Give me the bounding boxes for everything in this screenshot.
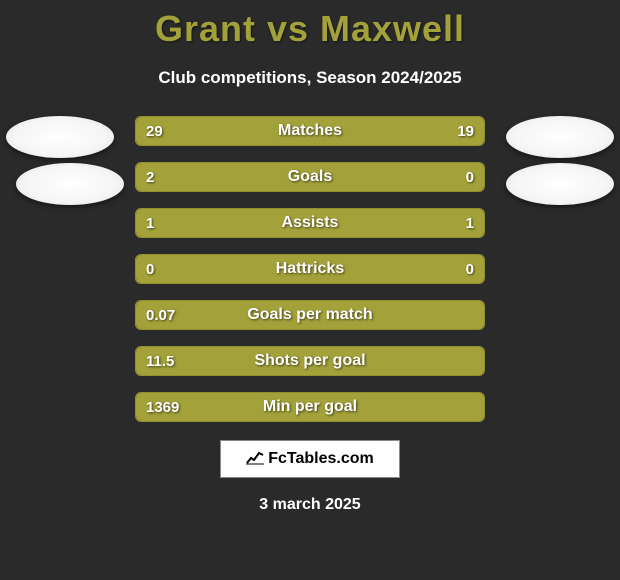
stat-value-left: 0 [146, 255, 154, 283]
date-text: 3 march 2025 [0, 496, 620, 514]
page-title: Grant vs Maxwell [0, 0, 620, 50]
fctables-logo: FcTables.com [220, 440, 400, 478]
player-left-photo-2 [16, 163, 124, 205]
stat-bar: Min per goal1369 [135, 392, 485, 422]
comparison-chart: Matches2919Goals20Assists11Hattricks00Go… [0, 116, 620, 422]
player-right-photo-1 [506, 116, 614, 158]
stat-label: Matches [136, 117, 484, 145]
stat-bar: Goals per match0.07 [135, 300, 485, 330]
stat-value-right: 19 [457, 117, 474, 145]
stat-value-right: 1 [466, 209, 474, 237]
stat-bar: Hattricks0 0 [135, 254, 485, 284]
stat-value-left: 1369 [146, 393, 179, 421]
chart-icon [246, 449, 264, 470]
stat-label: Assists [136, 209, 484, 237]
logo-text: FcTables.com [268, 450, 374, 468]
stat-label: Hattricks [136, 255, 484, 283]
stat-value-left: 2 [146, 163, 154, 191]
stat-value-left: 11.5 [146, 347, 174, 375]
stat-value-left: 0.07 [146, 301, 175, 329]
subtitle: Club competitions, Season 2024/2025 [0, 68, 620, 88]
stat-value-right: 0 [466, 255, 474, 283]
stat-value-left: 29 [146, 117, 163, 145]
stat-bar: Shots per goal11.5 [135, 346, 485, 376]
stat-label: Shots per goal [136, 347, 484, 375]
stat-value-left: 1 [146, 209, 154, 237]
stat-label: Min per goal [136, 393, 484, 421]
stat-label: Goals [136, 163, 484, 191]
stat-value-right: 0 [466, 163, 474, 191]
stat-bar: Matches29 19 [135, 116, 485, 146]
stat-bar: Goals2 0 [135, 162, 485, 192]
player-right-photo-2 [506, 163, 614, 205]
stat-label: Goals per match [136, 301, 484, 329]
stat-bar: Assists1 1 [135, 208, 485, 238]
player-left-photo-1 [6, 116, 114, 158]
stat-bars-container: Matches2919Goals20Assists11Hattricks00Go… [135, 116, 485, 422]
